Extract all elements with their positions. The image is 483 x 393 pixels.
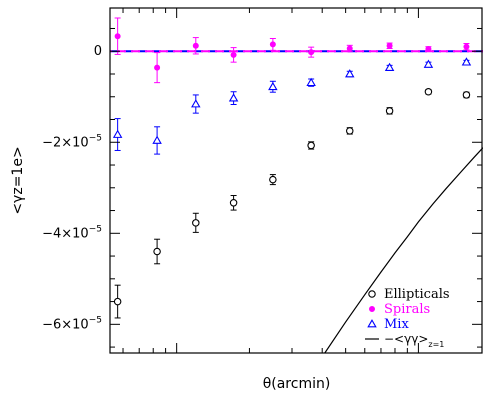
y-tick-label: −2×10−5 [42, 133, 102, 150]
data-point [423, 59, 434, 68]
data-point [192, 219, 200, 227]
legend-label-curve: −<γγ>z=1 [384, 332, 444, 349]
data-point [153, 247, 161, 256]
legend-marker-ellipticals [368, 290, 376, 298]
data-point [384, 62, 395, 72]
y-tick-mantissa: −4×10 [42, 226, 89, 241]
data-point [306, 77, 316, 87]
model-curve [324, 147, 483, 353]
data-point [346, 45, 353, 52]
data-point [192, 42, 199, 49]
data-point [191, 99, 201, 108]
plot-frame [109, 7, 483, 354]
data-point [345, 69, 355, 78]
y-tick-exponent: −5 [89, 315, 102, 325]
legend-label-ellipticals: Ellipticals [384, 287, 450, 302]
data-point [386, 42, 393, 49]
y-axis-label: <γz=1e> [10, 146, 26, 214]
legend-label-mix: Mix [384, 317, 409, 332]
y-tick-label: −4×10−5 [42, 224, 102, 241]
legend-label-spirals: Spirals [384, 302, 430, 317]
data-point [425, 45, 432, 52]
series-mix [112, 57, 472, 155]
y-tick-exponent: −5 [89, 224, 102, 234]
legend-marker-spirals [368, 305, 375, 312]
data-point [308, 49, 315, 56]
y-tick-mantissa: −2×10 [42, 135, 89, 150]
data-point [112, 129, 123, 138]
y-tick-exponent: −5 [89, 133, 102, 143]
data-point [152, 135, 162, 144]
data-point [463, 43, 470, 50]
data-point [154, 64, 161, 71]
data-point [228, 93, 239, 102]
legend-marker-mix [367, 319, 377, 328]
data-point [269, 41, 276, 48]
axes: 0−2×10−5−4×10−5−6×10−5θ(arcmin)<γz=1e> [10, 8, 482, 392]
legend-curve-sub: z=1 [428, 340, 444, 349]
data-point [269, 175, 277, 184]
series-spirals [114, 17, 470, 84]
data-point [114, 33, 121, 40]
data-point [230, 51, 237, 58]
data-point [461, 57, 472, 66]
data-point [229, 199, 238, 207]
data-point [113, 297, 122, 306]
data-point [424, 87, 433, 96]
series-ellipticals [113, 87, 471, 319]
data-point [385, 107, 394, 115]
y-tick-mantissa: −6×10 [42, 317, 89, 332]
y-tick-label: −6×10−5 [42, 315, 102, 332]
plot-content [110, 17, 483, 353]
data-point [462, 91, 471, 99]
x-axis-label: θ(arcmin) [263, 376, 331, 392]
data-point [346, 127, 354, 135]
legend-curve-main: −<γγ> [384, 332, 428, 346]
y-tick-label: 0 [94, 44, 102, 59]
data-point [268, 81, 278, 91]
data-point [307, 141, 315, 150]
